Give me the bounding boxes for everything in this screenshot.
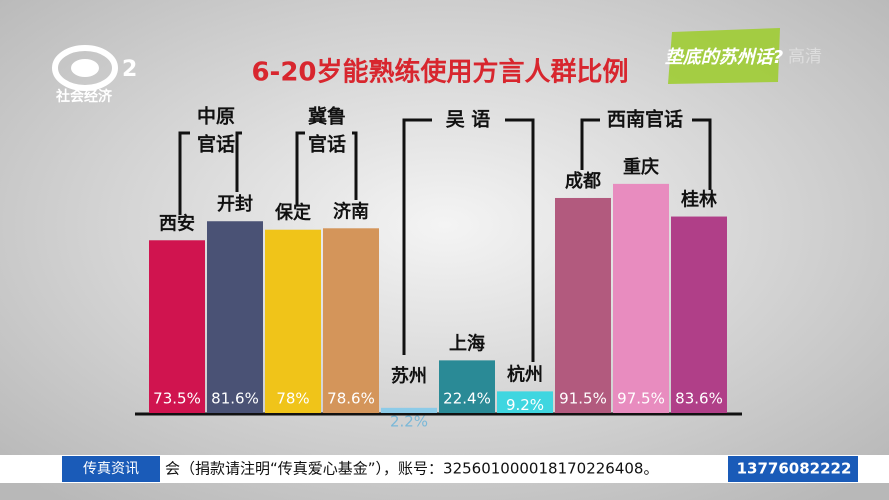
bar xyxy=(613,183,669,413)
ticker-text: 会（捐款请注明“传真爱心基金”），账号：32560100001817022640… xyxy=(165,460,658,478)
ticker-label-bg xyxy=(62,456,160,482)
category-label: 重庆 xyxy=(623,156,659,178)
category-label: 成都 xyxy=(565,170,601,192)
category-label: 西安 xyxy=(159,212,195,234)
bracket xyxy=(295,131,305,205)
bar xyxy=(323,228,379,413)
bar xyxy=(439,360,495,413)
bars: 73.5% 西安 81.6% 开封 78% 保定 78.6% 济南 2.2% 苏州 22.4% 上海 9… xyxy=(149,105,727,430)
bar xyxy=(265,229,321,413)
bar xyxy=(149,240,205,413)
value-label: 9.2% xyxy=(506,396,544,414)
group-label: 冀鲁 xyxy=(308,105,346,128)
logo-core xyxy=(71,59,99,77)
value-label: 81.6% xyxy=(211,390,259,408)
bar xyxy=(555,197,611,413)
ticker: 传真资讯 会（捐款请注明“传真爱心基金”），账号：325601000018170… xyxy=(0,455,889,483)
value-label: 22.4% xyxy=(443,390,491,408)
ticker-label: 传真资讯 xyxy=(83,461,139,477)
bracket xyxy=(580,118,600,170)
value-label: 83.6% xyxy=(675,390,723,408)
phone: 13776082222 xyxy=(737,460,852,478)
logo-number: 2 xyxy=(122,57,137,82)
category-label: 上海 xyxy=(449,332,485,354)
bracket xyxy=(178,131,190,215)
tag-text: 垫底的苏州话? xyxy=(665,47,783,68)
category-label: 济南 xyxy=(333,200,369,222)
value-label: 2.2% xyxy=(390,412,428,430)
group-label: 官话 xyxy=(308,133,346,156)
tag-box xyxy=(668,28,780,84)
bracket xyxy=(402,118,432,355)
bracket xyxy=(505,118,535,362)
program-tag: 垫底的苏州话? 高清 xyxy=(665,28,822,84)
channel-name: 社会经济 xyxy=(55,88,113,105)
category-label: 桂林 xyxy=(680,189,717,211)
value-label: 78% xyxy=(276,390,309,408)
value-label: 78.6% xyxy=(327,390,375,408)
group-brackets xyxy=(178,118,712,362)
category-label: 苏州 xyxy=(391,365,427,387)
group-label: 官话 xyxy=(197,133,235,156)
quality: 高清 xyxy=(788,47,822,67)
bracket xyxy=(692,118,712,190)
channel-logo: 2 社会经济 xyxy=(52,45,137,105)
category-label: 开封 xyxy=(217,193,253,215)
bar xyxy=(207,221,263,413)
value-label: 91.5% xyxy=(559,390,607,408)
bracket xyxy=(352,131,358,200)
phone-bg xyxy=(728,456,858,482)
chart-title: 6-20岁能熟练使用方言人群比例 xyxy=(251,57,628,88)
group-label: 中原 xyxy=(197,105,235,128)
category-label: 保定 xyxy=(274,202,311,224)
bar xyxy=(671,216,727,413)
logo-ring xyxy=(52,45,118,91)
group-label: 吴 语 xyxy=(446,109,491,131)
bar xyxy=(381,407,437,413)
value-label: 73.5% xyxy=(153,390,201,408)
value-label: 97.5% xyxy=(617,390,665,408)
category-label: 杭州 xyxy=(507,363,543,385)
bracket xyxy=(235,131,242,192)
bar xyxy=(497,391,553,413)
group-label: 西南官话 xyxy=(607,108,683,131)
